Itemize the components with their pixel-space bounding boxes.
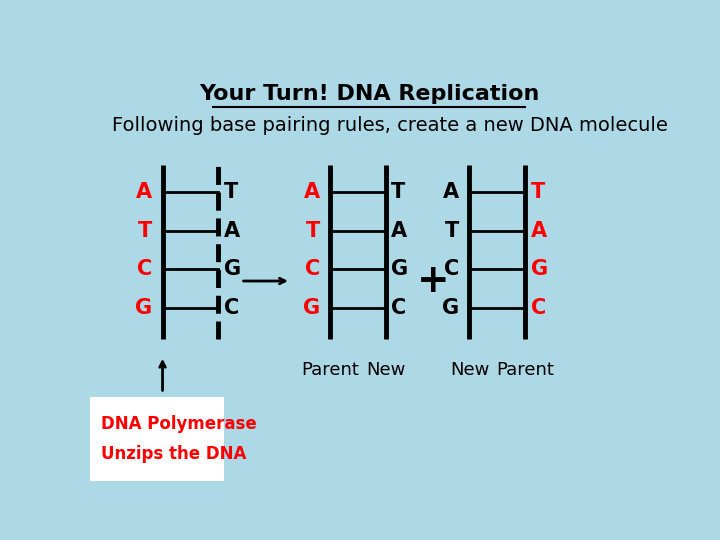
Text: +: + (417, 262, 449, 300)
Text: C: C (444, 259, 459, 279)
Text: Following base pairing rules, create a new DNA molecule: Following base pairing rules, create a n… (112, 116, 668, 134)
Text: Your Turn! DNA Replication: Your Turn! DNA Replication (199, 84, 539, 104)
Text: C: C (138, 259, 153, 279)
Text: A: A (224, 220, 240, 240)
Text: T: T (224, 182, 238, 202)
Text: New: New (450, 361, 489, 380)
Text: T: T (392, 182, 405, 202)
Text: A: A (304, 182, 320, 202)
Text: A: A (444, 182, 459, 202)
Text: A: A (136, 182, 153, 202)
Text: G: G (135, 298, 153, 318)
Text: G: G (303, 298, 320, 318)
Text: T: T (445, 220, 459, 240)
Text: C: C (305, 259, 320, 279)
Text: A: A (392, 220, 408, 240)
Text: T: T (306, 220, 320, 240)
Text: G: G (442, 298, 459, 318)
Text: DNA Polymerase: DNA Polymerase (101, 415, 257, 434)
Text: T: T (531, 182, 545, 202)
Text: Parent: Parent (301, 361, 359, 380)
Text: A: A (531, 220, 547, 240)
Text: New: New (366, 361, 405, 380)
Text: T: T (138, 220, 153, 240)
Text: Parent: Parent (496, 361, 554, 380)
Text: C: C (392, 298, 407, 318)
Text: G: G (224, 259, 241, 279)
FancyBboxPatch shape (90, 397, 224, 481)
Text: G: G (531, 259, 548, 279)
Text: C: C (224, 298, 239, 318)
Text: G: G (392, 259, 408, 279)
Text: C: C (531, 298, 546, 318)
Text: Unzips the DNA: Unzips the DNA (101, 444, 246, 463)
